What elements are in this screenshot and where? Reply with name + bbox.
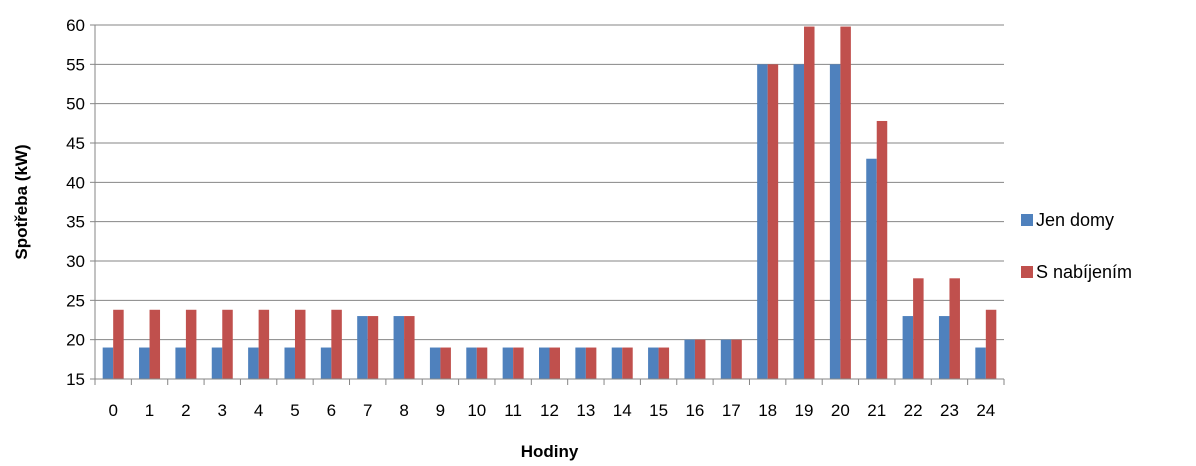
bar-jen-domy-5 [284,347,295,379]
bar-jen-domy-12 [539,347,550,379]
bar-jen-domy-10 [466,347,477,379]
x-tick-label-23: 23 [940,401,959,420]
x-tick-label-0: 0 [108,401,117,420]
x-tick-label-2: 2 [181,401,190,420]
bar-jen-domy-1 [139,347,150,379]
bar-jen-domy-13 [575,347,586,379]
bar-s-nabijenim-19 [804,26,815,379]
x-axis-title: Hodiny [521,442,579,461]
gridlines [95,24,1004,341]
bar-s-nabijenim-21 [876,120,888,380]
x-tick-label-4: 4 [254,401,263,420]
bar-s-nabijenim-11 [513,347,524,379]
x-tick-label-13: 13 [576,401,595,420]
y-tick-label-15: 15 [66,370,85,389]
bar-jen-domy-23 [938,316,950,379]
y-tick-label-40: 40 [66,173,85,192]
bar-s-nabijenim-1 [149,309,161,379]
bar-jen-domy-0 [102,347,114,379]
x-tick-label-5: 5 [290,401,299,420]
x-tick-label-18: 18 [758,401,777,420]
y-tick-label-30: 30 [66,252,85,271]
x-tick-label-22: 22 [904,401,923,420]
bars [102,26,997,380]
bar-jen-domy-14 [611,347,623,379]
bar-jen-domy-24 [975,347,986,379]
x-tick-label-10: 10 [467,401,486,420]
bar-s-nabijenim-12 [549,347,560,379]
bar-jen-domy-6 [320,347,332,379]
legend-label-jen-domy: Jen domy [1036,210,1114,230]
x-tick-label-9: 9 [436,401,445,420]
bar-s-nabijenim-22 [913,278,924,379]
bar-jen-domy-19 [793,64,805,379]
bar-jen-domy-7 [357,316,368,379]
bar-jen-domy-9 [429,347,441,379]
bar-jen-domy-3 [211,347,223,379]
y-axis-title: Spotřeba (kW) [12,144,31,259]
x-tick-label-17: 17 [722,401,741,420]
bar-jen-domy-17 [720,339,732,379]
bar-s-nabijenim-13 [585,347,597,379]
x-tick-label-1: 1 [145,401,154,420]
bar-jen-domy-21 [866,158,877,379]
bar-jen-domy-18 [757,64,768,379]
bar-jen-domy-11 [502,347,514,379]
bar-s-nabijenim-3 [222,309,233,379]
legend: Jen domy S nabíjením [1021,210,1132,282]
bar-s-nabijenim-4 [258,309,270,379]
legend-label-s-nabijenim: S nabíjením [1036,262,1132,282]
bar-s-nabijenim-14 [622,347,633,379]
x-tick-labels: 0 1 2 3 4 5 6 7 8 9 10 11 12 13 14 15 16 17 18 19 20 21 22 23 24 [108,401,995,420]
bar-s-nabijenim-17 [731,339,742,379]
bar-s-nabijenim-7 [367,316,379,379]
bar-s-nabijenim-20 [840,26,851,379]
x-tick-label-3: 3 [218,401,227,420]
x-tick-label-7: 7 [363,401,372,420]
y-tick-label-50: 50 [66,95,85,114]
x-tick-label-16: 16 [685,401,704,420]
legend-swatch-s-nabijenim [1021,266,1033,278]
axes [90,24,1005,385]
x-tick-label-12: 12 [540,401,559,420]
y-tick-label-20: 20 [66,331,85,350]
bar-jen-domy-22 [902,316,914,379]
y-tick-label-35: 35 [66,213,85,232]
y-tick-label-55: 55 [66,55,85,74]
bar-jen-domy-8 [393,316,405,379]
bar-jen-domy-16 [684,339,695,379]
x-tick-label-11: 11 [504,401,522,420]
x-tick-label-6: 6 [327,401,336,420]
y-tick-label-25: 25 [66,291,85,310]
bar-jen-domy-15 [648,347,659,379]
bar-s-nabijenim-8 [404,316,415,379]
bar-jen-domy-20 [829,64,841,379]
y-tick-label-60: 60 [66,16,85,35]
bar-s-nabijenim-6 [331,309,342,379]
legend-swatch-jen-domy [1021,214,1033,226]
bar-s-nabijenim-23 [949,278,960,379]
bar-jen-domy-2 [175,347,186,379]
y-tick-labels: 15 20 25 30 35 40 45 50 55 60 [66,16,85,389]
x-tick-label-14: 14 [613,401,632,420]
x-tick-label-20: 20 [831,401,850,420]
bar-s-nabijenim-16 [694,339,706,379]
y-tick-label-45: 45 [66,134,85,153]
bar-s-nabijenim-5 [294,309,306,379]
bar-s-nabijenim-2 [185,309,197,379]
bar-s-nabijenim-9 [440,347,451,379]
x-tick-label-19: 19 [795,401,814,420]
x-tick-label-24: 24 [976,401,995,420]
bar-s-nabijenim-24 [985,309,997,379]
x-tick-label-15: 15 [649,401,668,420]
bar-s-nabijenim-18 [767,64,779,379]
bar-s-nabijenim-15 [658,347,670,379]
x-tick-label-21: 21 [867,401,886,420]
bar-s-nabijenim-10 [476,347,488,379]
x-tick-label-8: 8 [399,401,408,420]
bar-jen-domy-4 [248,347,259,379]
bar-s-nabijenim-0 [113,309,124,379]
